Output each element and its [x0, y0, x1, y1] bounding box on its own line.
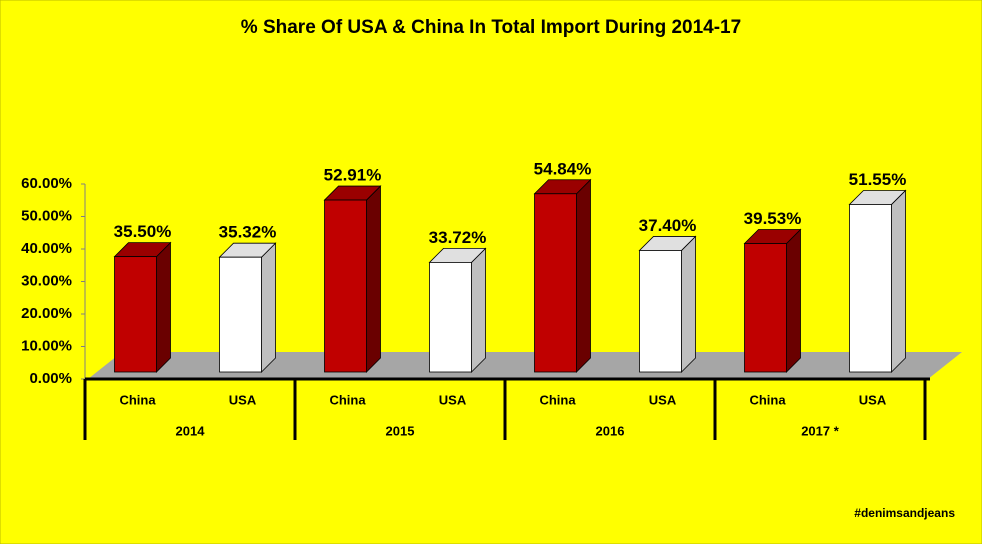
bar — [219, 256, 262, 373]
bar — [534, 193, 577, 373]
x-tick-label: USA — [439, 392, 467, 407]
bar-side — [261, 242, 276, 373]
y-tick-label: 0.00% — [29, 370, 72, 387]
value-label: 51.55% — [849, 170, 907, 189]
value-label: 39.53% — [744, 209, 802, 228]
x-tick-label: China — [119, 392, 156, 407]
value-label: 52.91% — [324, 166, 382, 185]
group-label: 2014 — [176, 423, 206, 438]
bar-side — [366, 185, 381, 373]
bar-side — [576, 178, 591, 373]
value-label: 37.40% — [639, 216, 697, 235]
bar — [324, 199, 367, 373]
x-tick-label: USA — [859, 392, 887, 407]
y-tick-label: 40.00% — [21, 240, 72, 257]
group-label: 2016 — [596, 423, 625, 438]
x-tick-label: China — [329, 392, 366, 407]
value-label: 33.72% — [429, 228, 487, 247]
bar-side — [891, 189, 906, 373]
x-tick-label: China — [749, 392, 786, 407]
bar — [849, 204, 892, 373]
y-tick-label: 30.00% — [21, 272, 72, 289]
bar — [429, 262, 472, 373]
floor — [88, 352, 962, 379]
value-label: 35.32% — [219, 223, 277, 242]
x-tick-label: USA — [229, 392, 257, 407]
bar-side — [471, 247, 486, 373]
bar — [114, 256, 157, 373]
group-label: 2015 — [386, 423, 415, 438]
x-tick-label: USA — [649, 392, 677, 407]
x-tick-label: China — [539, 392, 576, 407]
y-tick-label: 50.00% — [21, 207, 72, 224]
bar-side — [156, 241, 171, 373]
bar — [639, 250, 682, 373]
group-label: 2017 * — [801, 423, 840, 438]
y-tick-label: 10.00% — [21, 337, 72, 354]
y-tick-label: 60.00% — [21, 175, 72, 192]
value-label: 35.50% — [114, 222, 172, 241]
value-label: 54.84% — [534, 159, 592, 178]
bar-side — [681, 235, 696, 373]
bar-side — [786, 228, 801, 373]
chart-title: % Share Of USA & China In Total Import D… — [241, 17, 741, 38]
annotation: #denimsandjeans — [854, 506, 955, 520]
y-tick-label: 20.00% — [21, 305, 72, 322]
bar — [744, 243, 787, 373]
